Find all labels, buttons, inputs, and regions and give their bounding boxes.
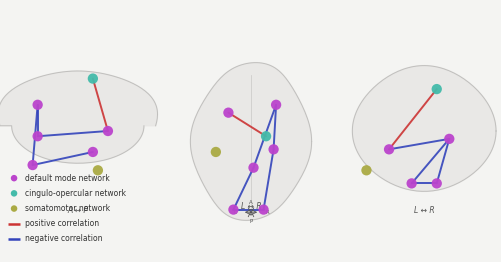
Text: negative correlation: negative correlation: [25, 234, 102, 243]
Point: [272, 103, 280, 107]
Polygon shape: [190, 63, 311, 220]
Text: L ↔ R: L ↔ R: [240, 202, 261, 211]
Point: [10, 191, 18, 195]
Point: [407, 181, 415, 185]
Point: [104, 129, 112, 133]
Text: positive correlation: positive correlation: [25, 219, 99, 228]
Text: A ↔ P: A ↔ P: [67, 206, 88, 215]
Point: [211, 150, 219, 154]
Point: [432, 87, 440, 91]
Point: [10, 206, 18, 211]
Point: [10, 176, 18, 180]
Point: [29, 163, 37, 167]
Point: [362, 168, 370, 172]
Point: [94, 168, 102, 172]
Text: R: R: [265, 210, 268, 215]
Polygon shape: [352, 66, 495, 191]
Text: L ↔ R: L ↔ R: [413, 206, 434, 215]
Point: [229, 208, 237, 212]
Point: [384, 147, 392, 151]
Text: default mode network: default mode network: [25, 174, 110, 183]
Point: [89, 150, 97, 154]
Point: [34, 103, 42, 107]
Point: [259, 208, 267, 212]
Text: L: L: [233, 210, 236, 215]
Point: [224, 111, 232, 115]
Point: [89, 77, 97, 81]
Point: [249, 166, 257, 170]
Point: [269, 147, 277, 151]
Point: [432, 181, 440, 185]
Text: cingulo-opercular network: cingulo-opercular network: [25, 189, 126, 198]
Text: P: P: [249, 219, 252, 224]
Point: [262, 134, 270, 138]
Polygon shape: [0, 71, 157, 163]
Point: [34, 134, 42, 138]
Text: somatomotor network: somatomotor network: [25, 204, 110, 213]
Text: A: A: [248, 200, 253, 205]
Point: [444, 137, 452, 141]
